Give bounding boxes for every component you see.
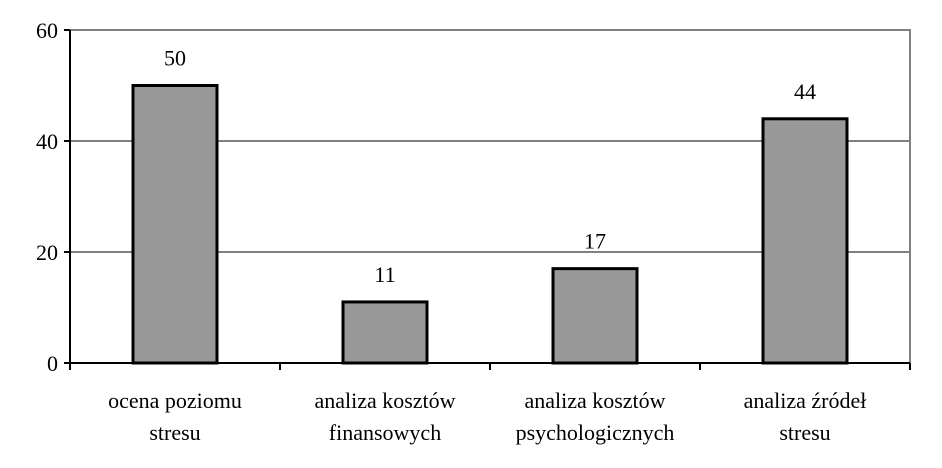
labels: 50 11 17 44 0 20 40 60 ocena poziomu stresu analiz… — [36, 18, 866, 445]
x-tick-label-3: analiza kosztów psychologicznych — [516, 388, 675, 445]
x-tick-label-2: analiza kosztów finansowych — [314, 388, 455, 445]
x-tick-label-4: analiza źródeł stresu — [744, 388, 867, 445]
bar-3 — [551, 267, 639, 365]
data-label-1: 50 — [164, 46, 186, 71]
y-tick-label-0: 0 — [47, 351, 58, 376]
y-tick-label-20: 20 — [36, 240, 58, 265]
y-tick-label-40: 40 — [36, 129, 58, 154]
axes — [64, 29, 911, 370]
x-tick-label-1: ocena poziomu stresu — [108, 388, 242, 445]
bars — [131, 84, 849, 365]
bar-4 — [761, 117, 849, 365]
bar-2 — [341, 300, 429, 365]
bar-1 — [131, 84, 219, 365]
y-tick-label-60: 60 — [36, 18, 58, 43]
data-label-3: 17 — [584, 229, 606, 254]
data-label-4: 44 — [794, 79, 816, 104]
data-label-2: 11 — [374, 262, 395, 287]
